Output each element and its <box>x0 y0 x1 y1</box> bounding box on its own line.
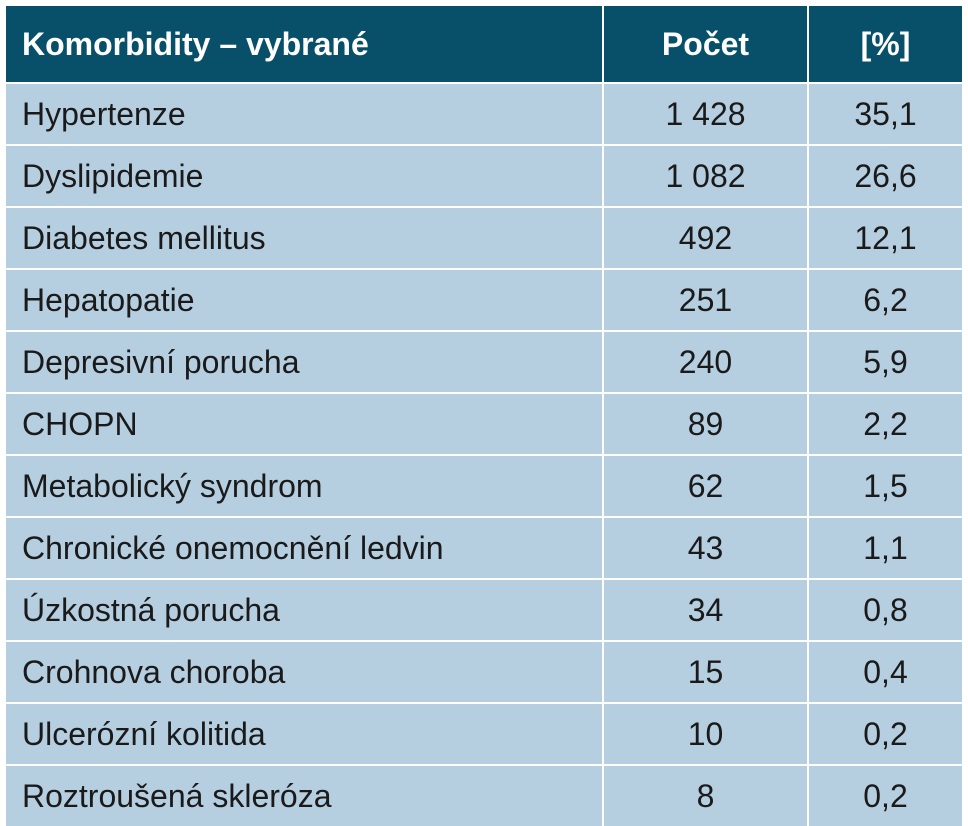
cell-comorbidity: Crohnova choroba <box>6 640 604 703</box>
table-row: Depresivní porucha 240 5,9 <box>6 330 962 393</box>
table-row: Metabolický syndrom 62 1,5 <box>6 454 962 517</box>
cell-count: 1 082 <box>603 144 809 207</box>
cell-comorbidity: Dyslipidemie <box>6 144 604 207</box>
table-row: Ulcerózní kolitida 10 0,2 <box>6 702 962 765</box>
header-percent: [%] <box>808 6 962 83</box>
cell-comorbidity: Depresivní porucha <box>6 330 604 393</box>
cell-count: 62 <box>603 454 809 517</box>
cell-count: 251 <box>603 268 809 331</box>
cell-comorbidity: Chronické onemocnění ledvin <box>6 516 604 579</box>
cell-comorbidity: Roztroušená skleróza <box>6 764 604 826</box>
cell-percent: 0,4 <box>808 640 962 703</box>
cell-count: 1 428 <box>603 82 809 145</box>
cell-count: 240 <box>603 330 809 393</box>
cell-count: 43 <box>603 516 809 579</box>
table-row: Diabetes mellitus 492 12,1 <box>6 206 962 269</box>
cell-comorbidity: Hepatopatie <box>6 268 604 331</box>
table-row: Hypertenze 1 428 35,1 <box>6 82 962 145</box>
cell-percent: 6,2 <box>808 268 962 331</box>
cell-count: 8 <box>603 764 809 826</box>
table-row: Dyslipidemie 1 082 26,6 <box>6 144 962 207</box>
cell-percent: 1,5 <box>808 454 962 517</box>
cell-comorbidity: Metabolický syndrom <box>6 454 604 517</box>
cell-count: 10 <box>603 702 809 765</box>
cell-percent: 0,2 <box>808 764 962 826</box>
table-header: Komorbidity – vybrané Počet [%] <box>6 6 962 83</box>
cell-percent: 2,2 <box>808 392 962 455</box>
cell-count: 492 <box>603 206 809 269</box>
table-row: Hepatopatie 251 6,2 <box>6 268 962 331</box>
cell-count: 34 <box>603 578 809 641</box>
header-comorbidity: Komorbidity – vybrané <box>6 6 604 83</box>
cell-percent: 35,1 <box>808 82 962 145</box>
cell-percent: 26,6 <box>808 144 962 207</box>
cell-comorbidity: Ulcerózní kolitida <box>6 702 604 765</box>
cell-count: 89 <box>603 392 809 455</box>
table-row: CHOPN 89 2,2 <box>6 392 962 455</box>
cell-percent: 5,9 <box>808 330 962 393</box>
header-row: Komorbidity – vybrané Počet [%] <box>6 6 962 83</box>
header-count: Počet <box>603 6 809 83</box>
cell-comorbidity: Úzkostná porucha <box>6 578 604 641</box>
comorbidity-table: Komorbidity – vybrané Počet [%] Hyperten… <box>6 6 962 826</box>
cell-count: 15 <box>603 640 809 703</box>
table-row: Úzkostná porucha 34 0,8 <box>6 578 962 641</box>
table-row: Crohnova choroba 15 0,4 <box>6 640 962 703</box>
cell-percent: 0,8 <box>808 578 962 641</box>
cell-comorbidity: CHOPN <box>6 392 604 455</box>
comorbidity-table-container: Komorbidity – vybrané Počet [%] Hyperten… <box>6 6 962 826</box>
cell-percent: 1,1 <box>808 516 962 579</box>
table-row: Chronické onemocnění ledvin 43 1,1 <box>6 516 962 579</box>
cell-comorbidity: Hypertenze <box>6 82 604 145</box>
table-row: Roztroušená skleróza 8 0,2 <box>6 764 962 826</box>
cell-percent: 0,2 <box>808 702 962 765</box>
table-body: Hypertenze 1 428 35,1 Dyslipidemie 1 082… <box>6 82 962 826</box>
cell-comorbidity: Diabetes mellitus <box>6 206 604 269</box>
cell-percent: 12,1 <box>808 206 962 269</box>
